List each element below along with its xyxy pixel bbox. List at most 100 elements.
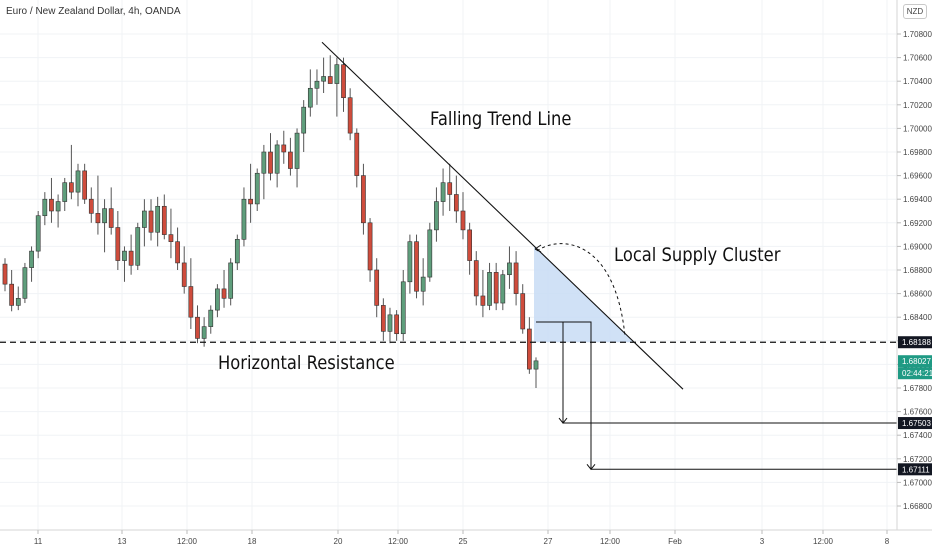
- candle: [533, 357, 539, 388]
- candle: [95, 175, 101, 235]
- candle: [234, 234, 240, 270]
- y-tick-label: 1.69800: [903, 148, 932, 157]
- time-axis[interactable]: 11 13 12:00 18 20 12:00 25 27 12:00 Feb 3 12:00 8: [34, 530, 890, 546]
- currency-badge[interactable]: NZD: [903, 4, 927, 19]
- y-tick-label: 1.70200: [903, 101, 932, 110]
- y-tick-label: 1.70800: [903, 30, 932, 39]
- y-tick-label: 1.68600: [903, 290, 932, 299]
- candle-body: [440, 182, 446, 202]
- resistance-price-tag: 1.68188: [898, 336, 932, 349]
- candle-body: [122, 250, 127, 261]
- candle: [42, 192, 48, 226]
- candle-body: [374, 269, 380, 306]
- candle-body: [400, 281, 406, 335]
- x-tick-label: 12:00: [388, 537, 409, 546]
- candle: [507, 246, 512, 289]
- resistance-price-tag-text: 1.68188: [902, 338, 931, 347]
- drawing-lines: [0, 41, 897, 471]
- candle: [460, 192, 466, 240]
- candle: [142, 199, 147, 247]
- candle-body: [533, 360, 539, 370]
- candle-body: [480, 295, 486, 306]
- candle: [168, 208, 174, 259]
- price-tags: 1.68188 1.68027 02:44:21 1.67503 1.67111: [898, 336, 932, 476]
- price-axis[interactable]: 1.70800 1.70600 1.70400 1.70200 1.70000 1.698…: [897, 30, 932, 511]
- candle: [281, 130, 287, 164]
- last-price-tag-text: 1.68027: [902, 357, 931, 366]
- x-tick-label: 8: [885, 537, 890, 546]
- y-tick-label: 1.69200: [903, 219, 932, 228]
- candle: [261, 144, 267, 200]
- candle-body: [493, 272, 499, 304]
- candle: [407, 234, 413, 294]
- y-tick-label: 1.69400: [903, 195, 932, 204]
- candle-body: [181, 262, 187, 287]
- candles: [2, 55, 539, 388]
- candle: [361, 163, 366, 235]
- candle: [62, 177, 68, 211]
- candle-body: [387, 314, 393, 332]
- last-price-tag-bg: [898, 355, 932, 368]
- candle: [513, 251, 519, 306]
- y-tick-label: 1.67800: [903, 384, 932, 393]
- y-tick-label: 1.70400: [903, 77, 932, 86]
- candle: [380, 298, 386, 341]
- candle: [487, 262, 492, 311]
- candle-body: [248, 198, 253, 205]
- candle: [248, 163, 253, 223]
- candle-body: [268, 151, 273, 174]
- candle: [268, 133, 273, 181]
- candle-body: [142, 210, 147, 228]
- candle-body: [294, 132, 300, 169]
- candle-body: [2, 263, 8, 285]
- candle: [15, 286, 21, 311]
- target-2-price-tag: 1.67111: [898, 463, 932, 476]
- candle-body: [95, 213, 101, 224]
- candle-body: [155, 205, 161, 233]
- y-tick-label: 1.70600: [903, 54, 932, 63]
- candle-body: [460, 210, 466, 231]
- target-1-projection[interactable]: [536, 321, 897, 424]
- candle: [88, 187, 94, 223]
- candle-body: [281, 144, 287, 153]
- falling-trend-line[interactable]: [321, 41, 684, 390]
- candle: [341, 57, 346, 112]
- candle: [394, 310, 399, 341]
- candle: [122, 246, 127, 282]
- y-tick-label: 1.70000: [903, 124, 932, 133]
- candle-body: [487, 272, 492, 306]
- candle-body: [321, 76, 326, 82]
- y-tick-label: 1.67200: [903, 455, 932, 464]
- x-tick-label: Feb: [668, 537, 682, 546]
- candle-body: [420, 276, 426, 292]
- candle: [148, 199, 154, 241]
- candle: [35, 211, 41, 259]
- candle-body: [82, 170, 88, 200]
- candle: [434, 187, 439, 242]
- candle-body: [507, 262, 512, 276]
- candle: [208, 305, 214, 334]
- candle: [128, 234, 134, 275]
- candle-body: [62, 182, 68, 202]
- candle: [480, 270, 486, 318]
- candle: [387, 307, 393, 344]
- candle: [175, 227, 180, 270]
- candle-body: [15, 298, 21, 306]
- y-tick-label: 1.67600: [903, 408, 932, 417]
- target-2-price-tag-text: 1.67111: [902, 465, 930, 474]
- target-1-price-tag-bg: [898, 417, 932, 430]
- target-2-price-tag-bg: [898, 463, 932, 476]
- candle-body: [188, 286, 194, 318]
- candle: [354, 128, 360, 188]
- target-2-projection[interactable]: [563, 321, 897, 470]
- candle-body: [327, 76, 333, 84]
- candle: [108, 187, 114, 235]
- candle-body: [168, 234, 174, 242]
- x-tick-label: 25: [459, 537, 468, 546]
- candle-body: [361, 175, 366, 224]
- candle-body: [175, 241, 180, 264]
- candle: [367, 218, 373, 282]
- candle: [294, 128, 300, 188]
- candle-body: [427, 229, 433, 278]
